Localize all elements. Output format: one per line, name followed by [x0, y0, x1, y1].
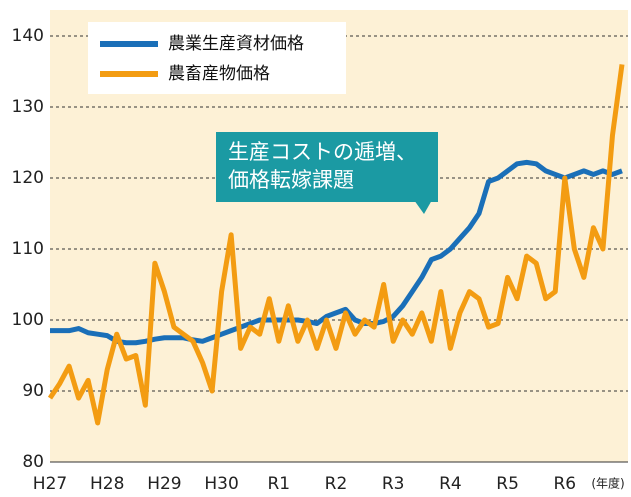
- x-tick-label: R2: [325, 474, 348, 494]
- x-tick-label: H28: [90, 474, 124, 494]
- x-tick-label: R5: [496, 474, 519, 494]
- x-tick-label: H27: [33, 474, 67, 494]
- x-tick-label: R3: [382, 474, 405, 494]
- x-axis-label: (年度): [591, 476, 624, 491]
- x-tick-label: R1: [267, 474, 290, 494]
- legend-label: 農畜産物価格: [168, 64, 270, 84]
- x-tick-label: H29: [147, 474, 181, 494]
- y-tick-label: 90: [22, 381, 44, 401]
- annotation-text: 生産コストの逓増、: [228, 140, 417, 164]
- x-tick-label: H30: [204, 474, 238, 494]
- legend-label: 農業生産資材価格: [168, 34, 304, 54]
- x-tick-label: R6: [553, 474, 576, 494]
- x-tick-label: R4: [439, 474, 462, 494]
- series-line: [47, 64, 625, 426]
- y-tick-label: 80: [22, 452, 44, 472]
- annotation-box: [216, 132, 438, 202]
- series-line: [50, 159, 623, 346]
- annotation-text: 価格転嫁課題: [228, 168, 354, 192]
- legend-box: [88, 22, 346, 94]
- annotation-pointer: [414, 200, 432, 214]
- y-tick-label: 100: [12, 310, 44, 330]
- y-tick-label: 130: [12, 97, 44, 117]
- y-tick-label: 110: [12, 239, 44, 259]
- y-tick-label: 120: [12, 168, 44, 188]
- y-tick-label: 140: [12, 26, 44, 46]
